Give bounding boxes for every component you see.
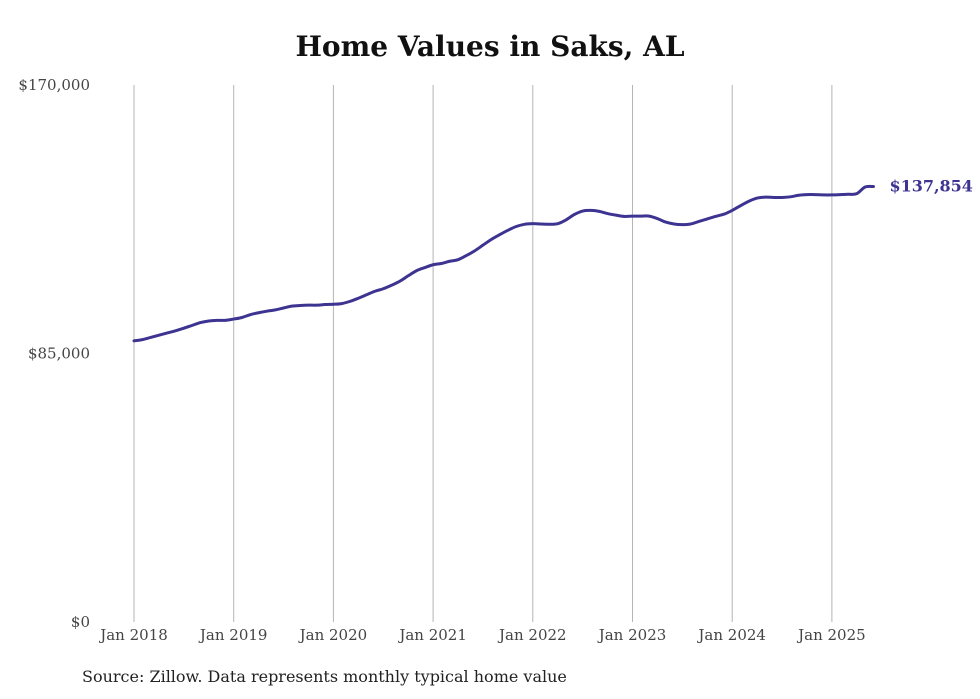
y-tick-label: $170,000 <box>18 76 90 94</box>
y-tick-label: $0 <box>71 613 90 631</box>
series-line <box>132 184 875 343</box>
x-tick-label: Jan 2018 <box>98 626 168 644</box>
y-axis: $170,000 $85,000 $0 <box>18 76 90 631</box>
x-tick-label: Jan 2024 <box>696 626 766 644</box>
x-tick-label: Jan 2020 <box>298 626 368 644</box>
source-note: Source: Zillow. Data represents monthly … <box>82 667 567 686</box>
x-tick-label: Jan 2025 <box>796 626 866 644</box>
x-tick-label: Jan 2022 <box>497 626 567 644</box>
chart-title: Home Values in Saks, AL <box>295 30 685 63</box>
x-tick-label: Jan 2019 <box>198 626 268 644</box>
end-value-label: $137,854 <box>889 177 973 196</box>
x-tick-label: Jan 2023 <box>597 626 667 644</box>
y-tick-label: $85,000 <box>28 345 90 363</box>
series-layer: $137,854 <box>132 177 973 343</box>
gridlines <box>133 85 833 622</box>
x-axis: Jan 2018 Jan 2019 Jan 2020 Jan 2021 Jan 2022… <box>98 626 865 644</box>
x-tick-label: Jan 2021 <box>397 626 467 644</box>
